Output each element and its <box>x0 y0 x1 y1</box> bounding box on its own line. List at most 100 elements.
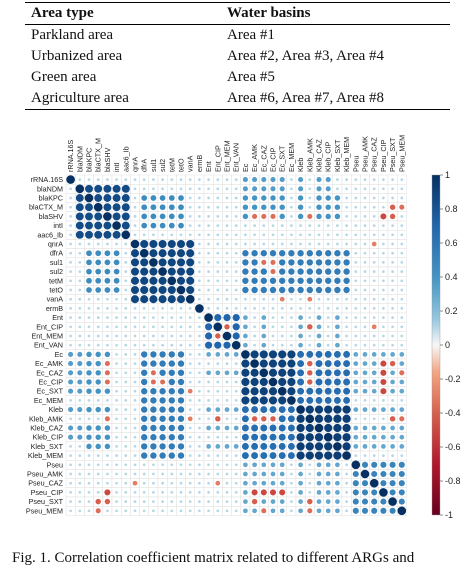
correlation-circle <box>280 233 284 237</box>
correlation-circle <box>106 343 109 347</box>
correlation-circle <box>198 481 201 485</box>
correlation-circle <box>75 230 84 239</box>
correlation-circle <box>77 388 83 394</box>
correlation-circle <box>188 435 192 439</box>
correlation-circle <box>124 491 128 494</box>
correlation-circle <box>207 417 210 421</box>
correlation-circle <box>216 261 220 264</box>
correlation-circle <box>69 251 72 255</box>
correlation-circle <box>381 352 386 357</box>
correlation-circle <box>297 378 305 386</box>
correlation-circle <box>252 462 257 468</box>
correlation-circle <box>158 239 167 249</box>
correlation-circle <box>279 471 285 477</box>
correlation-circle <box>372 215 376 218</box>
correlation-circle <box>250 387 259 396</box>
correlation-circle <box>207 500 210 503</box>
correlation-circle <box>308 233 312 237</box>
correlation-circle <box>115 334 118 338</box>
colorbar-tick-label: 0.4 <box>445 272 458 282</box>
correlation-circle <box>85 184 93 193</box>
correlation-circle <box>278 442 286 450</box>
correlation-circle <box>150 424 157 432</box>
correlation-circle <box>133 426 137 430</box>
correlation-circle <box>381 425 386 431</box>
correlation-circle <box>142 481 146 485</box>
correlation-circle <box>115 362 118 365</box>
row-label: Kleb <box>49 405 63 414</box>
correlation-circle <box>296 433 305 442</box>
correlation-circle <box>354 196 358 200</box>
correlation-circle <box>234 242 238 246</box>
correlation-circle <box>124 353 128 356</box>
correlation-circle <box>252 480 257 486</box>
correlation-circle <box>198 454 201 457</box>
correlation-circle <box>106 297 109 301</box>
correlation-circle <box>152 491 155 494</box>
correlation-circle <box>372 307 376 310</box>
correlation-circle <box>242 277 249 284</box>
correlation-circle <box>161 509 164 513</box>
correlation-circle <box>251 424 259 432</box>
correlation-circle <box>142 187 146 191</box>
correlation-circle <box>317 224 321 227</box>
correlation-circle <box>354 242 358 246</box>
correlation-circle <box>261 480 267 486</box>
correlation-circle <box>305 442 314 451</box>
correlation-circle <box>316 177 322 183</box>
correlation-circle <box>290 509 293 513</box>
correlation-circle <box>78 481 82 485</box>
correlation-circle <box>115 297 118 301</box>
correlation-circle <box>86 250 92 257</box>
correlation-circle <box>298 186 304 192</box>
correlation-circle <box>141 213 148 220</box>
correlation-circle <box>290 325 293 329</box>
correlation-circle <box>168 195 175 201</box>
correlation-circle <box>324 405 333 414</box>
correlation-circle <box>399 434 405 440</box>
area-type-cell: Parkland area <box>31 27 114 43</box>
correlation-circle <box>95 268 102 275</box>
correlation-circle <box>297 195 304 201</box>
correlation-circle <box>335 508 340 514</box>
correlation-circle <box>69 445 72 448</box>
correlation-circle <box>113 277 120 284</box>
correlation-circle <box>152 500 155 503</box>
correlation-circle <box>334 259 341 266</box>
correlation-circle <box>382 187 385 191</box>
correlation-circle <box>78 242 82 246</box>
correlation-circle <box>262 297 266 301</box>
correlation-circle <box>69 187 72 191</box>
correlation-circle <box>124 472 128 476</box>
correlation-circle <box>223 314 231 322</box>
correlation-circle <box>323 432 333 442</box>
correlation-circle <box>115 408 118 411</box>
correlation-circle <box>115 481 118 485</box>
correlation-circle <box>78 500 82 503</box>
correlation-circle <box>186 258 195 267</box>
row-label: dfrA <box>50 249 63 258</box>
correlation-circle <box>398 470 405 478</box>
correlation-circle <box>141 424 148 432</box>
correlation-circle <box>380 480 387 487</box>
colorbar <box>431 174 441 516</box>
correlation-circle <box>207 205 210 209</box>
correlation-circle <box>324 442 333 451</box>
correlation-circle <box>124 408 128 411</box>
correlation-circle <box>216 205 220 209</box>
column-label: Ec_MEM <box>287 143 296 172</box>
correlation-circle <box>186 285 195 295</box>
correlation-circle <box>390 434 395 440</box>
correlation-circle <box>306 250 313 257</box>
correlation-circle <box>168 397 175 404</box>
correlation-circle <box>382 261 385 264</box>
correlation-circle <box>315 250 323 257</box>
correlation-circle <box>234 307 238 310</box>
colorbar-tick-label: -1 <box>445 510 453 520</box>
correlation-circle <box>69 454 72 457</box>
correlation-circle <box>207 481 210 485</box>
correlation-circle <box>142 500 146 503</box>
correlation-circle <box>262 307 266 310</box>
correlation-circle <box>390 370 395 376</box>
correlation-circle <box>207 362 210 365</box>
